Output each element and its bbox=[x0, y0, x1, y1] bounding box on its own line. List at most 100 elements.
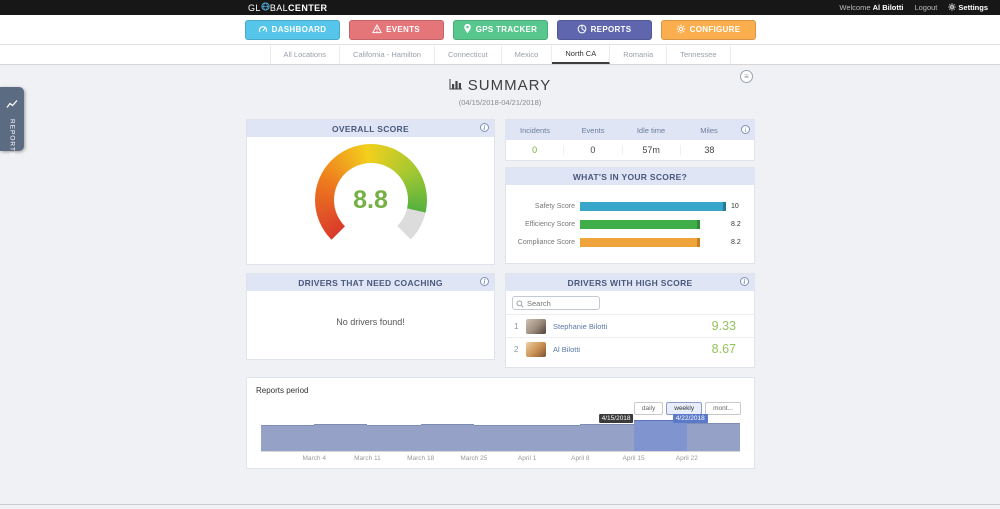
location-tabstrip: All Locations California - Hamilton Conn… bbox=[0, 45, 1000, 65]
timeline-segment[interactable] bbox=[686, 423, 740, 451]
overall-score-card: OVERALL SCORE i 8.8 bbox=[246, 119, 495, 265]
coaching-card: DRIVERS THAT NEED COACHING i No drivers … bbox=[246, 273, 495, 360]
timeline-plot: 4/15/2018 4/22/2018 bbox=[261, 414, 740, 452]
coaching-header: DRIVERS THAT NEED COACHING i bbox=[247, 274, 494, 291]
logout-link[interactable]: Logout bbox=[914, 3, 938, 12]
welcome-text: Welcome Al Bilotti bbox=[839, 3, 904, 12]
info-icon[interactable]: i bbox=[741, 125, 750, 134]
stats-card: Incidents Events Idle time Miles i 0 0 5… bbox=[505, 119, 755, 161]
score-row-compliance: Compliance Score 8.2 bbox=[506, 233, 754, 251]
content: ≡ SUMMARY (04/15/2018-04/21/2018) REPORT… bbox=[0, 65, 1000, 509]
info-icon[interactable]: i bbox=[740, 277, 749, 286]
score-breakdown-card: WHAT'S IN YOUR SCORE? Safety Score 10 Ef… bbox=[505, 167, 755, 264]
driver-rank: 1 bbox=[514, 321, 519, 331]
timeline-segment[interactable] bbox=[261, 425, 315, 451]
timeline-segment[interactable] bbox=[633, 420, 687, 451]
gear-icon bbox=[948, 2, 957, 13]
axis-label: April 22 bbox=[675, 455, 698, 462]
bar-chart-icon bbox=[449, 77, 463, 94]
driver-name: Stephanie Bilotti bbox=[553, 321, 608, 331]
stat-value-idle-time: 57m bbox=[623, 145, 681, 155]
score-value: 10 bbox=[731, 202, 739, 210]
dashboard-icon bbox=[258, 24, 268, 36]
export-menu-icon[interactable]: ≡ bbox=[740, 70, 753, 83]
timeline-segment[interactable] bbox=[473, 425, 528, 451]
score-value: 8.2 bbox=[731, 238, 741, 246]
driver-avatar bbox=[526, 318, 546, 334]
axis-label: April 8 bbox=[571, 455, 590, 462]
reports-side-tab[interactable]: REPORTS bbox=[0, 87, 24, 157]
driver-avatar bbox=[526, 341, 546, 357]
score-bar bbox=[580, 219, 700, 229]
driver-row[interactable]: 1 Stephanie Bilotti 9.33 bbox=[506, 314, 754, 337]
tab-north-ca[interactable]: North CA bbox=[552, 45, 611, 64]
side-tab-label: REPORTS bbox=[8, 119, 16, 158]
axis-label: March 25 bbox=[460, 455, 488, 462]
driver-score: 8.67 bbox=[711, 342, 736, 356]
reports-period-card: Reports period daily weekly mont... 4/15… bbox=[246, 377, 755, 469]
score-label: Efficiency Score bbox=[524, 220, 575, 228]
report-date-range: (04/15/2018-04/21/2018) bbox=[458, 98, 542, 107]
no-drivers-message: No drivers found! bbox=[336, 317, 405, 327]
topbar: GL BAL CENTER Welcome Al Bilotti Logout … bbox=[0, 0, 1000, 15]
main-nav: DASHBOARD EVENTS GPS TRACKER REPORTS CON… bbox=[0, 15, 1000, 45]
logo-text-end: CENTER bbox=[288, 2, 328, 13]
search-input[interactable] bbox=[527, 297, 597, 309]
overall-score-value: 8.8 bbox=[353, 185, 388, 214]
score-label: Compliance Score bbox=[517, 238, 575, 246]
logo-text-mid: BAL bbox=[269, 2, 289, 13]
info-icon[interactable]: i bbox=[480, 123, 489, 132]
driver-rank: 2 bbox=[514, 344, 519, 354]
high-score-header: DRIVERS WITH HIGH SCORE i bbox=[506, 274, 754, 291]
axis-label: April 1 bbox=[517, 455, 537, 462]
tab-california-hamilton[interactable]: California - Hamilton bbox=[340, 45, 435, 64]
logo-text-pre: GL bbox=[248, 2, 261, 13]
tab-tennessee[interactable]: Tennessee bbox=[667, 45, 731, 64]
axis-label: March 4 bbox=[302, 455, 326, 462]
nav-gps-tracker-button[interactable]: GPS TRACKER bbox=[452, 19, 548, 40]
timeline-axis: March 4 March 11 March 18 March 25 April 1 Ap… bbox=[261, 455, 740, 465]
timeline-segment[interactable] bbox=[527, 425, 581, 451]
info-icon[interactable]: i bbox=[480, 277, 489, 286]
driver-search bbox=[512, 296, 600, 310]
score-label: Safety Score bbox=[534, 202, 575, 210]
tab-mexico[interactable]: Mexico bbox=[502, 45, 553, 64]
timeline-segment[interactable] bbox=[314, 424, 368, 451]
score-gauge: 8.8 bbox=[314, 144, 427, 256]
stats-value-row: 0 0 57m 38 bbox=[506, 140, 754, 160]
page-title: SUMMARY bbox=[0, 77, 1000, 94]
driver-row[interactable]: 2 Al Bilotti 8.67 bbox=[506, 337, 754, 360]
tab-romania[interactable]: Romania bbox=[610, 45, 668, 64]
axis-label: March 11 bbox=[354, 455, 381, 462]
user-name: Al Bilotti bbox=[872, 3, 904, 12]
tab-connecticut[interactable]: Connecticut bbox=[435, 45, 502, 64]
nav-dashboard-button[interactable]: DASHBOARD bbox=[244, 19, 340, 40]
score-value: 8.2 bbox=[731, 220, 741, 228]
range-start-tooltip: 4/15/2018 bbox=[598, 414, 634, 423]
score-row-efficiency: Efficiency Score 8.2 bbox=[506, 215, 754, 233]
warning-triangle-icon bbox=[372, 23, 383, 36]
axis-label: March 18 bbox=[407, 455, 435, 462]
settings-link[interactable]: Settings bbox=[948, 2, 988, 13]
timeline-segment[interactable] bbox=[580, 424, 634, 451]
horizontal-scrollbar[interactable] bbox=[0, 504, 1000, 505]
tab-all-locations[interactable]: All Locations bbox=[269, 45, 341, 64]
gear-icon bbox=[676, 24, 686, 36]
stat-header-miles: Miles bbox=[700, 125, 718, 135]
timeline-segment[interactable] bbox=[367, 425, 421, 451]
score-row-safety: Safety Score 10 bbox=[506, 197, 754, 215]
globe-icon bbox=[261, 2, 270, 13]
nav-configure-button[interactable]: CONFIGURE bbox=[660, 19, 756, 40]
logo[interactable]: GL BAL CENTER bbox=[248, 0, 327, 15]
daily-button[interactable]: daily bbox=[633, 402, 664, 415]
stat-value-events: 0 bbox=[564, 145, 623, 155]
timeline-area[interactable] bbox=[261, 418, 740, 451]
nav-events-button[interactable]: EVENTS bbox=[348, 19, 444, 40]
score-bar bbox=[580, 201, 726, 211]
nav-reports-button[interactable]: REPORTS bbox=[556, 19, 652, 40]
reports-period-title: Reports period bbox=[256, 386, 309, 395]
monthly-button[interactable]: mont... bbox=[705, 402, 741, 415]
timeline-segment[interactable] bbox=[420, 424, 474, 451]
range-buttons: daily weekly mont... bbox=[633, 402, 741, 415]
location-pin-icon bbox=[463, 23, 472, 36]
